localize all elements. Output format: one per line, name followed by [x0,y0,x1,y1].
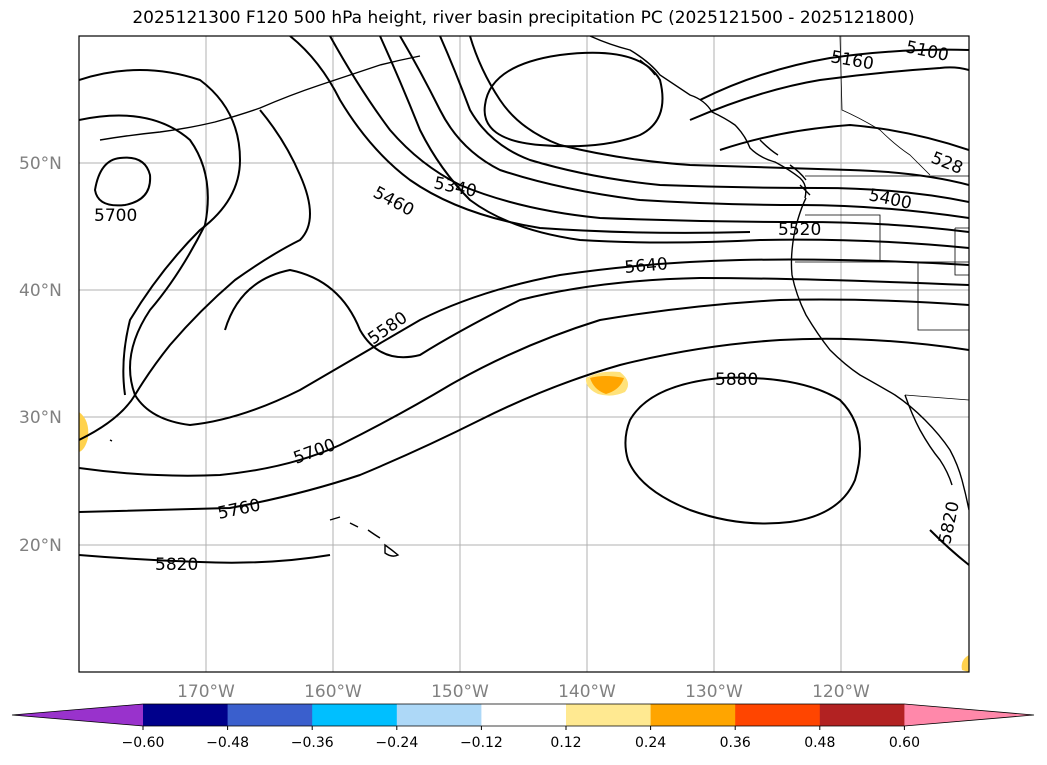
contour-closed-low-alaska [483,51,664,148]
lon-label-140w: 140°W [558,682,616,702]
lat-label-30n: 30°N [19,408,62,428]
alaska-canada-border [839,36,931,176]
west-coast-us [790,197,969,511]
contour-5160-ne [699,48,969,101]
lat-label-40n: 40°N [19,281,62,301]
precip-patch-southeast [961,655,969,672]
lat-label-50n: 50°N [19,154,62,174]
lat-labels: 50°N 40°N 30°N 20°N [19,154,62,556]
colorbar-tick-label: 0.12 [550,735,581,751]
precip-patch-west [79,412,89,452]
colorbar-bin [481,704,567,726]
alaska-coast [589,36,807,199]
contour-5280 [439,36,969,203]
contour-5580-main [224,268,969,359]
contour-label-5880: 5880 [715,370,758,390]
precip-shading [79,371,969,672]
state-border-us-mx [904,394,969,401]
height-contours [79,36,969,566]
contour-5160 [289,36,751,234]
state-border-box [954,227,969,276]
colorbar: −0.60 −0.48 −0.36 −0.24 −0.12 0.12 0.24 0.36 0.4… [11,703,1035,751]
contour-label-5520: 5520 [778,220,821,240]
contour-528-ne [719,123,969,151]
colorbar-extend-min [12,704,143,726]
contour-closed-high-nw [93,156,152,207]
lon-label-130w: 130°W [685,682,743,702]
colorbar-bin [396,704,482,726]
colorbar-tick-label: 0.60 [889,735,920,751]
colorbar-tick-label: 0.24 [635,735,666,751]
contour-5220 [469,36,969,186]
contour-5340 [399,36,969,219]
contour-label-5640: 5640 [624,254,669,278]
lon-label-120w: 120°W [812,682,870,702]
precip-patch-central-core [590,376,624,394]
baja-peninsula [904,394,953,486]
map-area [79,36,969,672]
state-border-ca-nv [917,262,969,331]
hawaii-islands [329,516,400,557]
colorbar-tick-label: 0.36 [720,735,751,751]
contour-5820-east [929,529,969,566]
bc-islands [759,139,811,196]
colorbar-tick-label: −0.24 [375,735,418,751]
colorbar-tick-label: 0.48 [804,735,835,751]
contour-5820-south [79,554,331,564]
colorbar-bin [819,704,905,726]
lon-labels: 170°W 160°W 150°W 140°W 130°W 120°W [177,682,870,702]
aleutian-chain [99,55,421,141]
colorbar-bin [312,704,398,726]
contour-label-5700-nw: 5700 [94,206,137,226]
contour-5700-main [79,298,969,477]
colorbar-bin [566,704,652,726]
colorbar-bin [735,704,821,726]
small-island-west [109,439,113,442]
colorbar-tick-label: −0.12 [460,735,503,751]
lat-label-20n: 20°N [19,536,62,556]
gridlines [79,36,969,672]
colorbar-extend-max [904,704,1034,726]
chart-title: 2025121300 F120 500 hPa height, river ba… [132,8,915,28]
colorbar-bin [143,704,229,726]
coastlines [99,36,969,557]
state-border-wa-or [805,214,881,262]
lon-label-160w: 160°W [304,682,362,702]
colorbar-bin [650,704,736,726]
contour-5640 [79,114,969,427]
colorbar-bin [227,704,313,726]
colorbar-tick-label: −0.60 [122,735,165,751]
colorbar-tick-label: −0.36 [291,735,334,751]
colorbar-tick-label: −0.48 [206,735,249,751]
contour-5400 [329,36,969,233]
contour-5760 [79,337,969,513]
contour-5460 [379,36,969,249]
contour-5520 [79,69,242,396]
contour-5100 [689,66,969,121]
lon-label-150w: 150°W [431,682,489,702]
map-frame [78,35,970,673]
contour-label-5820-south: 5820 [155,555,198,575]
lon-label-170w: 170°W [177,682,235,702]
contour-closed-high-subtropic [624,376,861,525]
